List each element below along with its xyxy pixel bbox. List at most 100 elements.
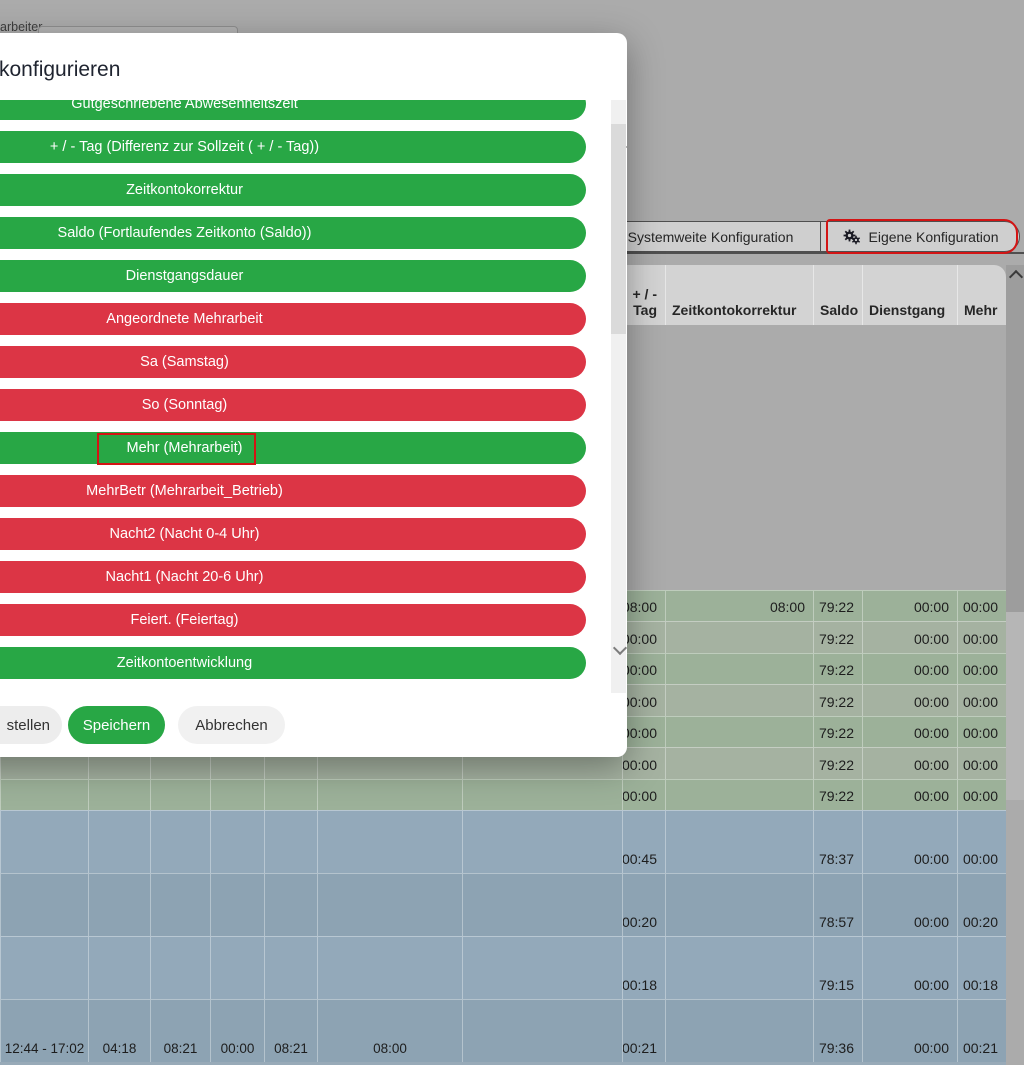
table-cell	[665, 999, 813, 1062]
table-cell	[665, 778, 813, 810]
table-cell	[210, 873, 264, 936]
table-cell: 00:00	[957, 778, 1006, 810]
table-cell: 00:18	[957, 936, 1006, 999]
table-cell: 00:00	[957, 684, 1006, 716]
table-cell	[264, 936, 317, 999]
cancel-button[interactable]: Abbrechen	[178, 706, 285, 744]
modal-list-scrollbar[interactable]	[611, 100, 628, 693]
table-cell: 08:00	[622, 590, 665, 622]
table-cell	[0, 810, 88, 873]
table-cell	[88, 873, 150, 936]
table-cell: 79:36	[813, 999, 862, 1062]
table-cell: 79:22	[813, 684, 862, 716]
column-toggle-pill[interactable]: MehrBetr (Mehrarbeit_Betrieb)	[0, 475, 586, 507]
table-cell: 79:22	[813, 621, 862, 653]
table-cell	[210, 936, 264, 999]
table-cell: 00:00	[862, 684, 957, 716]
table-cell	[264, 778, 317, 810]
table-scrollbar[interactable]	[1006, 265, 1024, 800]
table-cell: 79:22	[813, 652, 862, 685]
tab-systemweite-konfiguration[interactable]: Systemweite Konfiguration	[601, 222, 821, 251]
column-toggle-pill[interactable]: Sa (Samstag)	[0, 346, 586, 378]
table-cell	[0, 778, 88, 810]
table-cell	[317, 936, 462, 999]
table-cell: 79:22	[813, 747, 862, 779]
tab-label: Eigene Konfiguration	[868, 228, 999, 245]
table-cell: 08:00	[317, 999, 462, 1062]
table-header-cell: Dienstgang	[862, 265, 957, 325]
column-toggle-list: Gutgeschriebene Abwesenheitszeit + / - Ta…	[0, 100, 595, 693]
table-cell	[150, 873, 210, 936]
table-row: 00:18 79:15 00:00 00:18	[0, 936, 1006, 999]
table-cell: 00:00	[862, 810, 957, 873]
column-toggle-pill[interactable]: Dienstgangsdauer	[0, 260, 586, 292]
table-row: 00:20 78:57 00:00 00:20	[0, 873, 1006, 936]
table-cell	[462, 936, 622, 999]
table-cell: 00:00	[622, 621, 665, 653]
table-cell	[665, 810, 813, 873]
table-cell: 00:00	[862, 999, 957, 1062]
table-cell: 00:00	[862, 590, 957, 622]
column-toggle-pill[interactable]: Gutgeschriebene Abwesenheitszeit	[0, 100, 586, 120]
table-cell: 00:00	[622, 652, 665, 685]
table-cell	[88, 936, 150, 999]
column-toggle-pill[interactable]: Zeitkontokorrektur	[0, 174, 586, 206]
table-row: 00:00 79:22 00:00 00:00	[0, 778, 1006, 810]
column-toggle-pill[interactable]: + / - Tag (Differenz zur Sollzeit ( + / …	[0, 131, 586, 163]
scroll-down-icon[interactable]	[612, 640, 628, 656]
table-header-cell: + / - Tag	[622, 265, 665, 325]
column-toggle-pill[interactable]: So (Sonntag)	[0, 389, 586, 421]
table-cell: 08:21	[264, 999, 317, 1062]
table-scrollbar-thumb[interactable]	[1006, 265, 1024, 612]
table-cell: 00:00	[862, 652, 957, 685]
save-button[interactable]: Speichern	[68, 706, 165, 744]
table-cell: 00:00	[862, 747, 957, 779]
table-cell: 00:00	[957, 652, 1006, 685]
table-cell	[462, 999, 622, 1062]
column-toggle-pill[interactable]: Zeitkontoentwicklung	[0, 647, 586, 679]
table-cell: 79:22	[813, 778, 862, 810]
table-cell: 00:00	[862, 715, 957, 748]
table-cell	[462, 778, 622, 810]
table-cell	[462, 873, 622, 936]
table-cell: 00:00	[622, 684, 665, 716]
table-cell: 78:57	[813, 873, 862, 936]
table-cell	[88, 810, 150, 873]
table-cell	[210, 778, 264, 810]
table-cell: 79:22	[813, 590, 862, 622]
table-cell: 00:21	[957, 999, 1006, 1062]
table-cell: 00:00	[957, 747, 1006, 779]
table-cell: 00:00	[862, 936, 957, 999]
column-toggle-pill[interactable]: Mehr (Mehrarbeit)	[0, 432, 586, 464]
table-row: 00:00 79:22 00:00 00:00	[0, 747, 1006, 779]
table-cell: 00:00	[862, 778, 957, 810]
column-toggle-pill[interactable]: Nacht1 (Nacht 20-6 Uhr)	[0, 561, 586, 593]
table-cell	[317, 873, 462, 936]
tab-eigene-konfiguration[interactable]: Eigene Konfiguration	[821, 222, 1019, 251]
table-cell: 79:22	[813, 715, 862, 748]
table-cell	[665, 684, 813, 716]
table-cell	[665, 936, 813, 999]
table-cell: 00:00	[210, 999, 264, 1062]
table-cell	[665, 747, 813, 779]
column-toggle-pill[interactable]: Nacht2 (Nacht 0-4 Uhr)	[0, 518, 586, 550]
config-modal: konfigurieren Gutgeschriebene Abwesenhei…	[0, 33, 628, 757]
restore-button[interactable]: stellen	[0, 706, 62, 744]
table-header-cell: Saldo	[813, 265, 862, 325]
table-cell	[665, 715, 813, 748]
column-toggle-pill[interactable]: Saldo (Fortlaufendes Zeitkonto (Saldo))	[0, 217, 586, 249]
gears-icon	[842, 229, 862, 245]
table-cell	[88, 778, 150, 810]
column-toggle-pill[interactable]: Angeordnete Mehrarbeit	[0, 303, 586, 335]
table-cell: 78:37	[813, 810, 862, 873]
modal-scrollbar-thumb[interactable]	[611, 124, 626, 334]
table-cell: 08:21	[150, 999, 210, 1062]
table-cell: 12:44 - 17:02	[0, 999, 88, 1062]
table-cell: 00:00	[957, 715, 1006, 748]
table-cell: 04:18	[88, 999, 150, 1062]
modal-title: konfigurieren	[0, 58, 121, 81]
table-header-cell: Mehr	[957, 265, 1006, 325]
table-row: 00:45 78:37 00:00 00:00	[0, 810, 1006, 873]
column-toggle-pill[interactable]: Feiert. (Feiertag)	[0, 604, 586, 636]
table-header-cell: Zeitkontokorrektur	[665, 265, 813, 325]
